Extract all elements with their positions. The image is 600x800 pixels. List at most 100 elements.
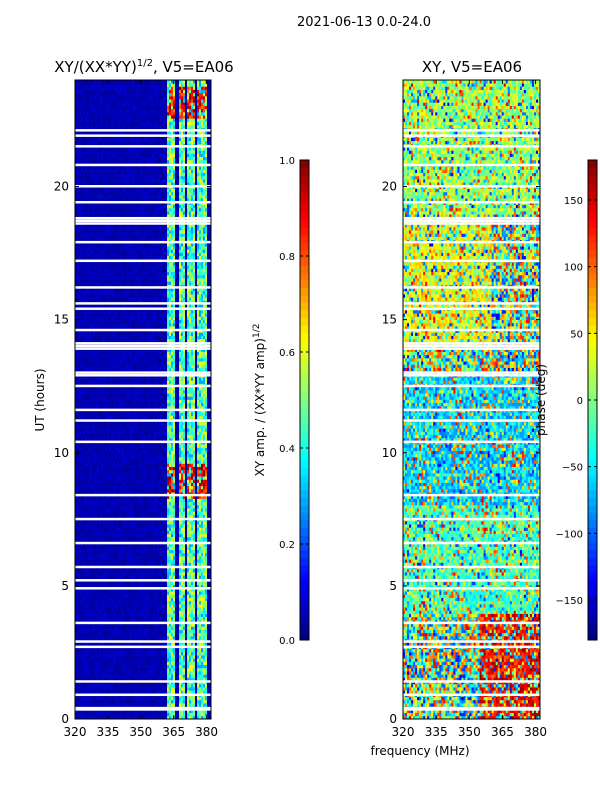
heatmap-cell <box>157 530 160 535</box>
heatmap-cell <box>189 696 192 701</box>
heatmap-cell <box>97 498 100 503</box>
heatmap-cell <box>131 623 134 627</box>
heatmap-cell <box>203 485 206 490</box>
heatmap-cell <box>127 687 130 691</box>
heatmap-cell <box>201 546 204 551</box>
heatmap-cell <box>115 658 118 662</box>
heatmap-cell <box>119 588 122 592</box>
heatmap-cell <box>117 671 120 675</box>
heatmap-cell <box>161 610 164 614</box>
heatmap-cell <box>107 562 110 566</box>
heatmap-cell <box>189 642 192 646</box>
heatmap-cell <box>75 683 78 688</box>
heatmap-cell <box>167 549 170 554</box>
heatmap-cell <box>205 661 208 666</box>
heatmap-cell <box>125 661 128 666</box>
heatmap-cell <box>195 607 198 611</box>
heatmap-cell <box>183 581 186 586</box>
heatmap-cell <box>163 671 166 675</box>
heatmap-cell <box>75 703 78 707</box>
heatmap-cell <box>83 584 86 589</box>
heatmap-cell <box>157 552 160 557</box>
heatmap-cell <box>169 674 172 678</box>
heatmap-cell <box>193 674 196 678</box>
heatmap-cell <box>99 658 102 662</box>
heatmap-cell <box>117 552 120 557</box>
heatmap-cell <box>127 552 130 557</box>
heatmap-cell <box>93 626 96 630</box>
heatmap-cell <box>129 658 132 662</box>
heatmap-cell <box>207 488 210 493</box>
heatmap-cell <box>107 671 110 675</box>
heatmap-cell <box>173 533 176 538</box>
heatmap-cell <box>99 626 102 630</box>
heatmap-cell <box>105 504 108 509</box>
heatmap-cell <box>179 613 182 618</box>
heatmap-cell <box>95 642 98 646</box>
heatmap-cell <box>179 658 182 662</box>
heatmap-cell <box>115 546 118 551</box>
heatmap-cell <box>205 674 208 678</box>
heatmap-cell <box>149 556 152 560</box>
heatmap-cell <box>123 581 126 586</box>
heatmap-cell <box>209 712 212 717</box>
heatmap-cell <box>203 651 206 656</box>
heatmap-cell <box>181 520 184 525</box>
heatmap-cell <box>185 629 188 634</box>
heatmap-cell <box>117 629 120 634</box>
heatmap-cell <box>167 651 170 656</box>
heatmap-cell <box>127 536 130 541</box>
heatmap-cell <box>209 568 212 573</box>
heatmap-cell <box>121 699 124 704</box>
heatmap-cell <box>103 533 106 538</box>
heatmap-cell <box>87 610 90 614</box>
heatmap-cell <box>97 562 100 566</box>
heatmap-cell <box>81 687 84 691</box>
heatmap-cell <box>99 671 102 675</box>
heatmap-cell <box>179 485 182 490</box>
heatmap-cell <box>129 709 132 713</box>
heatmap-cell <box>149 591 152 595</box>
heatmap-cell <box>113 661 116 666</box>
heatmap-cell <box>157 616 160 621</box>
heatmap-cell <box>75 533 78 538</box>
heatmap-cell <box>97 536 100 541</box>
heatmap-cell <box>117 568 120 573</box>
heatmap-cell <box>79 607 82 611</box>
heatmap-cell <box>165 594 168 598</box>
heatmap-cell <box>147 703 150 707</box>
heatmap-cell <box>201 575 204 579</box>
heatmap-cell <box>167 524 170 528</box>
heatmap-cell <box>163 629 166 634</box>
heatmap-cell <box>191 715 194 720</box>
heatmap-cell <box>191 552 194 557</box>
heatmap-cell <box>175 623 178 627</box>
heatmap-cell <box>149 597 152 602</box>
heatmap-cell <box>81 603 84 608</box>
heatmap-cell <box>87 527 90 531</box>
heatmap-cell <box>185 635 188 640</box>
heatmap-cell <box>143 524 146 528</box>
heatmap-cell <box>101 568 104 573</box>
heatmap-cell <box>81 712 84 717</box>
heatmap-cell <box>179 632 182 637</box>
heatmap-cell <box>203 712 206 717</box>
heatmap-cell <box>97 495 100 499</box>
heatmap-cell <box>159 712 162 717</box>
heatmap-cell <box>183 530 186 535</box>
heatmap-cell <box>199 603 202 608</box>
heatmap-cell <box>197 674 200 678</box>
heatmap-cell <box>147 508 150 512</box>
heatmap-cell <box>151 600 154 605</box>
heatmap-cell <box>135 543 138 547</box>
heatmap-cell <box>85 603 88 608</box>
heatmap-cell <box>161 671 164 675</box>
heatmap-cell <box>173 527 176 531</box>
heatmap-cell <box>103 498 106 503</box>
heatmap-cell <box>169 715 172 720</box>
heatmap-cell <box>181 485 184 490</box>
heatmap-cell <box>199 591 202 595</box>
heatmap-cell <box>201 629 204 634</box>
heatmap-cell <box>117 699 120 704</box>
heatmap-cell <box>169 661 172 666</box>
